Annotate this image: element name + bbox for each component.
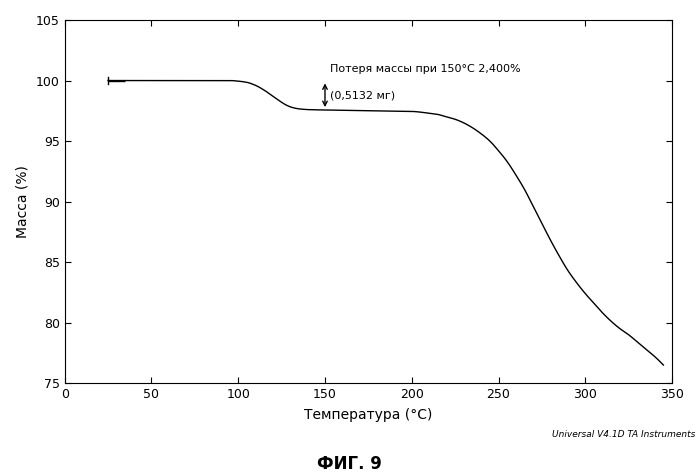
Text: Потеря массы при 150°C 2,400%: Потеря массы при 150°C 2,400%	[330, 65, 521, 75]
Text: Universal V4.1D TA Instruments: Universal V4.1D TA Instruments	[552, 430, 696, 439]
Text: ФИГ. 9: ФИГ. 9	[317, 455, 382, 473]
Text: (0,5132 мг): (0,5132 мг)	[330, 90, 396, 100]
X-axis label: Температура (°C): Температура (°C)	[304, 408, 433, 422]
Y-axis label: Масса (%): Масса (%)	[15, 165, 29, 238]
